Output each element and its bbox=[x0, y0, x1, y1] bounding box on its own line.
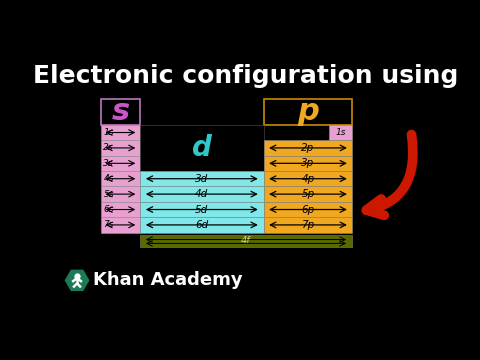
Bar bbox=[101, 202, 140, 217]
Text: d: d bbox=[192, 134, 212, 162]
Text: 4f: 4f bbox=[241, 237, 251, 247]
Text: 6p: 6p bbox=[301, 204, 314, 215]
Text: s: s bbox=[111, 97, 130, 126]
Text: 6d: 6d bbox=[195, 220, 208, 230]
Bar bbox=[101, 171, 140, 186]
Text: 4s: 4s bbox=[103, 174, 114, 183]
Bar bbox=[264, 99, 352, 125]
Bar bbox=[101, 99, 140, 125]
Text: 7s: 7s bbox=[103, 220, 114, 229]
Text: 4d: 4d bbox=[195, 189, 208, 199]
Bar bbox=[101, 217, 140, 233]
Bar bbox=[140, 186, 264, 202]
Text: 7p: 7p bbox=[301, 220, 314, 230]
Text: 2s: 2s bbox=[103, 143, 114, 152]
Bar bbox=[140, 171, 264, 186]
Bar bbox=[264, 171, 352, 186]
Bar bbox=[140, 202, 264, 217]
Text: 5p: 5p bbox=[301, 189, 314, 199]
Bar bbox=[101, 156, 140, 171]
Text: 4p: 4p bbox=[301, 174, 314, 184]
Text: p: p bbox=[297, 97, 319, 126]
Text: 2p: 2p bbox=[301, 143, 314, 153]
Bar bbox=[140, 235, 352, 247]
Bar bbox=[140, 217, 264, 233]
Text: Electronic configuration using: Electronic configuration using bbox=[33, 63, 459, 87]
Text: 3s: 3s bbox=[103, 159, 114, 168]
Text: 5s: 5s bbox=[103, 190, 114, 199]
Bar bbox=[101, 186, 140, 202]
Bar bbox=[329, 125, 352, 140]
Bar bbox=[264, 156, 352, 171]
Text: Khan Academy: Khan Academy bbox=[93, 271, 243, 289]
Text: 6s: 6s bbox=[103, 205, 114, 214]
Text: 1s: 1s bbox=[336, 128, 346, 137]
Bar bbox=[101, 140, 140, 156]
FancyArrowPatch shape bbox=[366, 135, 413, 215]
Text: 1s: 1s bbox=[103, 128, 114, 137]
Bar bbox=[264, 186, 352, 202]
Text: 3p: 3p bbox=[301, 158, 314, 168]
Bar bbox=[264, 140, 352, 156]
Bar bbox=[140, 125, 264, 171]
Bar bbox=[101, 125, 140, 140]
Bar bbox=[264, 217, 352, 233]
Text: 3d: 3d bbox=[195, 174, 208, 184]
Text: 5d: 5d bbox=[195, 204, 208, 215]
Bar bbox=[264, 202, 352, 217]
